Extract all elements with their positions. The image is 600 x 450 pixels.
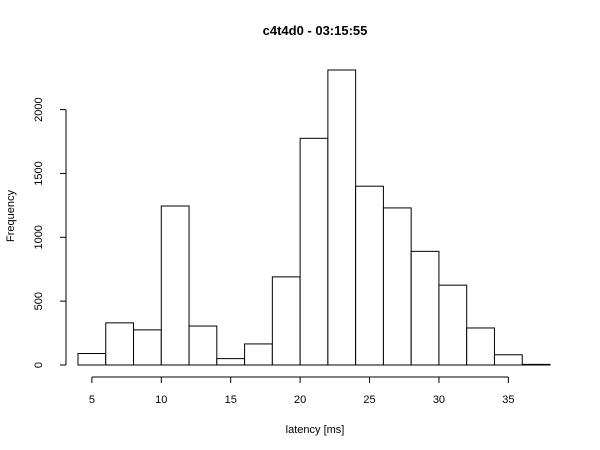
- histogram-bar: [327, 69, 357, 366]
- histogram-bar: [188, 325, 218, 366]
- x-tick-label: 10: [155, 394, 167, 406]
- y-tick-label: 500: [33, 292, 45, 310]
- y-axis-ticks: 0 500 1000 1500 2000: [33, 97, 66, 368]
- histogram-bar: [271, 276, 301, 366]
- x-axis-ticks: 5 10 15 20 25 30 35: [89, 377, 514, 406]
- histogram-bar: [410, 250, 440, 366]
- histogram-bar: [466, 327, 495, 366]
- histogram-bar: [160, 205, 190, 366]
- x-tick-label: 15: [225, 394, 237, 406]
- histogram-bar: [438, 284, 468, 366]
- histogram-bar: [77, 353, 107, 366]
- y-tick-label: 1500: [33, 161, 45, 185]
- histogram-bar: [133, 329, 162, 366]
- y-tick-label: 1000: [33, 225, 45, 249]
- histogram-bar: [216, 358, 246, 366]
- histogram-bar: [355, 185, 384, 366]
- x-tick-label: 30: [433, 394, 445, 406]
- histogram-bar: [521, 363, 551, 366]
- histogram-bar: [105, 322, 135, 366]
- y-axis-label: Frequency: [5, 190, 17, 242]
- histogram-bars: [77, 69, 551, 366]
- x-tick-label: 5: [89, 394, 95, 406]
- histogram-bar: [382, 207, 412, 366]
- histogram-bar: [493, 354, 523, 366]
- chart-title: c4t4d0 - 03:15:55: [263, 23, 368, 38]
- y-tick-label: 2000: [33, 97, 45, 121]
- x-tick-label: 25: [363, 394, 375, 406]
- y-tick-label: 0: [33, 362, 45, 368]
- histogram-bar: [244, 343, 273, 366]
- x-axis-label: latency [ms]: [286, 424, 345, 436]
- x-tick-label: 20: [294, 394, 306, 406]
- x-tick-label: 35: [502, 394, 514, 406]
- histogram-bar: [299, 137, 329, 366]
